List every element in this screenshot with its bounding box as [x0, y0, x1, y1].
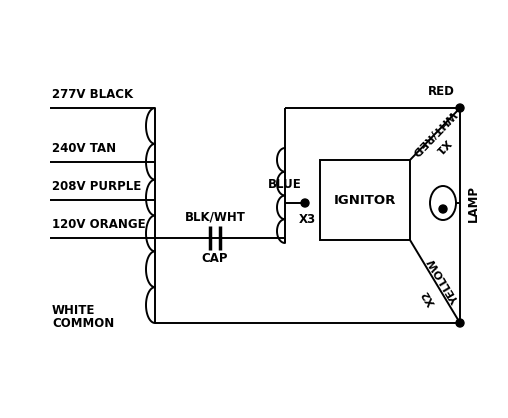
- Text: CAP: CAP: [202, 252, 228, 265]
- Text: WHT/RED: WHT/RED: [409, 108, 458, 157]
- Text: COMMON: COMMON: [52, 317, 114, 330]
- Text: BLK/WHT: BLK/WHT: [184, 211, 245, 224]
- Text: 208V PURPLE: 208V PURPLE: [52, 180, 141, 193]
- Text: X3: X3: [298, 213, 315, 226]
- Text: X2: X2: [420, 288, 437, 308]
- Text: WHITE: WHITE: [52, 304, 96, 317]
- Text: 240V TAN: 240V TAN: [52, 142, 116, 155]
- Text: IGNITOR: IGNITOR: [334, 194, 396, 206]
- Circle shape: [456, 319, 464, 327]
- Bar: [320, 160, 410, 240]
- Text: YELLOW: YELLOW: [427, 257, 462, 305]
- Text: X1: X1: [433, 137, 452, 156]
- Circle shape: [456, 104, 464, 112]
- Text: RED: RED: [428, 85, 455, 98]
- Text: 277V BLACK: 277V BLACK: [52, 88, 133, 101]
- Text: LAMP: LAMP: [466, 184, 480, 222]
- Circle shape: [439, 205, 447, 213]
- Text: 120V ORANGE: 120V ORANGE: [52, 218, 146, 231]
- Circle shape: [301, 199, 309, 207]
- Text: BLUE: BLUE: [268, 178, 302, 191]
